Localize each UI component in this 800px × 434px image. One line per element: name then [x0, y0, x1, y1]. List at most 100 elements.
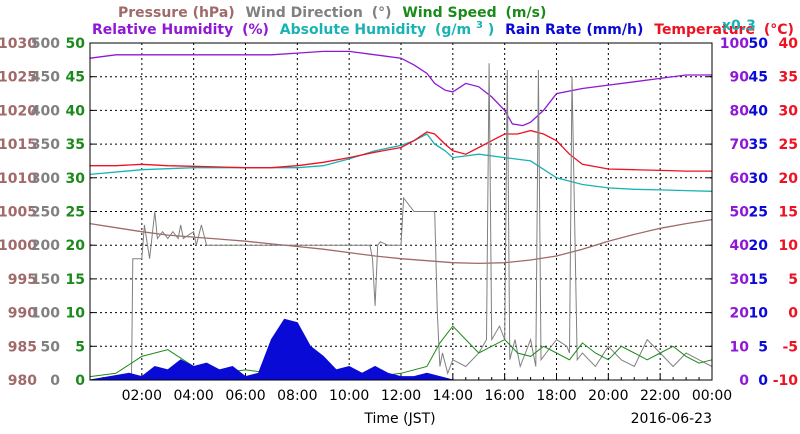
wind-speed-tick-label: 15	[66, 272, 85, 288]
temperature-tick-label: 25	[779, 137, 798, 153]
pressure-hpa-line	[89, 218, 713, 265]
legend-rain-rate: Rain Rate	[505, 22, 581, 38]
wind-speed-tick-label: 45	[66, 70, 85, 86]
rain-rate-tick-label: 35	[749, 137, 768, 153]
rain-rate-tick-label: 15	[749, 272, 768, 288]
rain-rate-tick-label: 5	[758, 339, 768, 355]
relative-humidity-tick-label: 50	[730, 205, 750, 221]
pressure-tick-label: 1030	[0, 36, 37, 52]
wind-direction-tick-label: 250	[31, 205, 60, 221]
x-tick-label: 12:00	[381, 388, 421, 404]
legend-row1: Pressure (hPa) Wind Direction (°) Wind S…	[118, 5, 546, 21]
relative-humidity-tick-label: 60	[730, 171, 750, 187]
temperature-tick-label: 10	[779, 238, 799, 254]
temperature-c-line	[90, 129, 712, 172]
pressure-tick-label: 980	[8, 373, 37, 389]
rain-rate-tick-label: 40	[749, 103, 769, 119]
x-tick-label: 22:00	[640, 388, 680, 404]
pressure-tick-label: 1020	[0, 103, 37, 119]
chart-date: 2016-06-23	[631, 411, 712, 427]
x-tick-label: 10:00	[329, 388, 369, 404]
wind-direction-tick-label: 300	[31, 171, 60, 187]
wind-speed-tick-label: 30	[66, 171, 86, 187]
relative-humidity-tick-label: 80	[730, 103, 750, 119]
legend-relative-humidity: Relative Humidity	[92, 22, 233, 38]
pressure-tick-label: 1005	[0, 205, 37, 221]
wind-speed-tick-label: 10	[66, 306, 86, 322]
plot-frame	[89, 42, 713, 381]
wind-speed-tick-label: 5	[75, 339, 85, 355]
x-tick-labels: 02:00 04:00 06:00 08:00 10:00 12:00 14:00 16:00…	[122, 388, 733, 404]
wind-speed-tick-label: 20	[66, 238, 86, 254]
pressure-tick-label: 985	[8, 339, 37, 355]
rain-rate-tick-label: 20	[749, 238, 769, 254]
wind-direction-tick-label: 450	[31, 70, 60, 86]
legend-wind-direction-unit: (°)	[372, 5, 392, 21]
pressure-tick-label: 1025	[0, 70, 37, 86]
wind-direction-tick-label: 350	[31, 137, 60, 153]
rain-rate-tick-label: 25	[749, 205, 768, 221]
relative-humidity-tick-label: 40	[730, 238, 750, 254]
legend-row2: Relative Humidity (%) Absolute Humidity …	[92, 16, 794, 38]
wind-speed-tick-label: 50	[66, 36, 86, 52]
temperature-tick-label: -5	[782, 339, 798, 355]
x-tick-label: 00:00	[692, 388, 732, 404]
pressure-tick-label: 995	[8, 272, 37, 288]
legend-relative-humidity-unit: (%)	[242, 22, 269, 38]
wind-direction-tick-label: 500	[31, 36, 60, 52]
legend-absolute-humidity: Absolute Humidity	[280, 22, 426, 38]
temperature-tick-label: 0	[788, 306, 798, 322]
temperature-tick-label: 15	[779, 205, 798, 221]
relative-humidity-line	[89, 50, 712, 127]
temperature-tick-label: 5	[788, 272, 798, 288]
legend-absolute-humidity-unit: (g/m	[435, 22, 471, 38]
legend-absolute-humidity-exp: 3	[476, 20, 483, 31]
wind-direction-line	[90, 63, 713, 381]
x-tick-label: 08:00	[277, 388, 317, 404]
rain-rate-tick-label: 50	[749, 36, 769, 52]
wind-direction-tick-label: 100	[31, 306, 60, 322]
wind-direction-tick-label: 200	[31, 238, 60, 254]
wind-direction-tick-label: 50	[41, 339, 61, 355]
relative-humidity-tick-label: 90	[730, 70, 750, 86]
legend-absolute-humidity-close: )	[488, 22, 494, 38]
wind-speed-tick-label: 40	[66, 103, 86, 119]
wind-speed-m-s-line	[89, 325, 713, 378]
legend-temperature: Temperature	[654, 22, 755, 38]
relative-humidity-tick-label: 20	[730, 306, 750, 322]
relative-humidity-tick-label: 100	[720, 36, 749, 52]
x-tick-label: 06:00	[225, 388, 265, 404]
wind-direction-tick-label: 400	[31, 103, 60, 119]
legend-pressure: Pressure (hPa)	[118, 5, 235, 21]
x-tick-label: 04:00	[173, 388, 213, 404]
pressure-tick-label: 1015	[0, 137, 37, 153]
wind-speed-tick-label: 35	[66, 137, 85, 153]
wind-speed-tick-label: 0	[75, 373, 85, 389]
grid	[89, 42, 713, 381]
rain-rate-tick-label: 45	[749, 70, 768, 86]
legend-wind-speed: Wind Speed	[402, 5, 496, 21]
temperature-tick-label: 30	[779, 103, 799, 119]
x-tick-label: 02:00	[122, 388, 162, 404]
relative-humidity-tick-label: 70	[730, 137, 750, 153]
temperature-tick-label: -10	[773, 373, 799, 389]
pressure-tick-label: 1000	[0, 238, 37, 254]
rain-rate-tick-label: 30	[749, 171, 769, 187]
pressure-tick-label: 1010	[0, 171, 37, 187]
pressure-tick-label: 990	[8, 306, 37, 322]
wind-direction-tick-label: 150	[31, 272, 60, 288]
x-axis-title: Time (JST)	[363, 411, 435, 427]
relative-humidity-tick-label: 10	[730, 339, 750, 355]
rain-rate-tick-label: 10	[749, 306, 769, 322]
temperature-tick-label: 20	[779, 171, 799, 187]
x-tick-label: 20:00	[588, 388, 628, 404]
x-tick-label: 18:00	[536, 388, 576, 404]
wind-speed-tick-label: 25	[66, 205, 85, 221]
legend-absolute-humidity-scale: x0.3	[722, 18, 756, 34]
y-tick-labels: 1030102510201015101010051000995990985980…	[0, 36, 798, 389]
rain-rate-tick-label: 0	[758, 373, 768, 389]
relative-humidity-tick-label: 0	[739, 373, 749, 389]
absolute-humidity-g-m-line	[89, 133, 713, 192]
legend-rain-rate-unit: (mm/h)	[586, 22, 643, 38]
